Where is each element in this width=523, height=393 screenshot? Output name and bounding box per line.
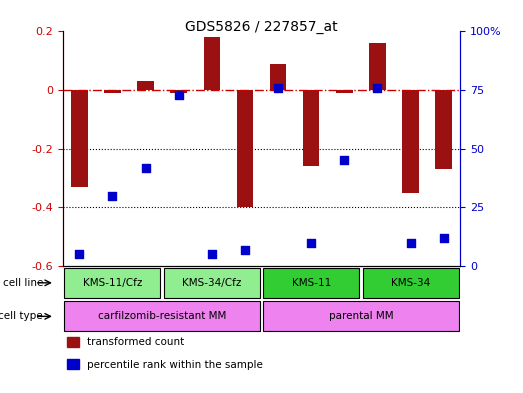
Point (274, 84, 282, 91)
FancyBboxPatch shape (362, 268, 459, 298)
Text: KMS-34/Cfz: KMS-34/Cfz (182, 278, 242, 288)
Text: carfilzomib-resistant MM: carfilzomib-resistant MM (98, 311, 226, 321)
FancyBboxPatch shape (263, 301, 459, 331)
Bar (236, 90, 253, 208)
Point (141, 164, 150, 171)
Point (208, 251, 216, 257)
Point (307, 239, 315, 246)
Point (175, 92, 183, 98)
Text: cell type: cell type (0, 311, 43, 321)
Bar (104, 90, 121, 93)
Point (241, 246, 249, 253)
Point (373, 84, 382, 91)
FancyBboxPatch shape (64, 268, 161, 298)
Text: GDS5826 / 227857_at: GDS5826 / 227857_at (185, 20, 338, 34)
FancyBboxPatch shape (164, 268, 260, 298)
FancyBboxPatch shape (263, 268, 359, 298)
Bar (303, 90, 320, 166)
Text: percentile rank within the sample: percentile rank within the sample (87, 360, 263, 369)
Point (406, 239, 415, 246)
Bar (203, 37, 220, 90)
Bar (270, 64, 287, 90)
Text: transformed count: transformed count (87, 337, 184, 347)
Bar (435, 90, 452, 169)
Text: cell line: cell line (3, 278, 43, 288)
Point (108, 193, 117, 199)
Bar (369, 43, 385, 90)
Bar (336, 90, 353, 93)
Text: KMS-11: KMS-11 (291, 278, 331, 288)
Bar (402, 90, 419, 193)
Point (340, 157, 348, 163)
Bar (71, 90, 87, 187)
Text: parental MM: parental MM (328, 311, 393, 321)
Bar (137, 81, 154, 90)
Point (75, 251, 84, 257)
Point (439, 235, 448, 241)
Text: KMS-11/Cfz: KMS-11/Cfz (83, 278, 142, 288)
Bar (170, 90, 187, 93)
Bar (67, 337, 78, 347)
Bar (67, 359, 78, 369)
FancyBboxPatch shape (64, 301, 260, 331)
Text: KMS-34: KMS-34 (391, 278, 430, 288)
